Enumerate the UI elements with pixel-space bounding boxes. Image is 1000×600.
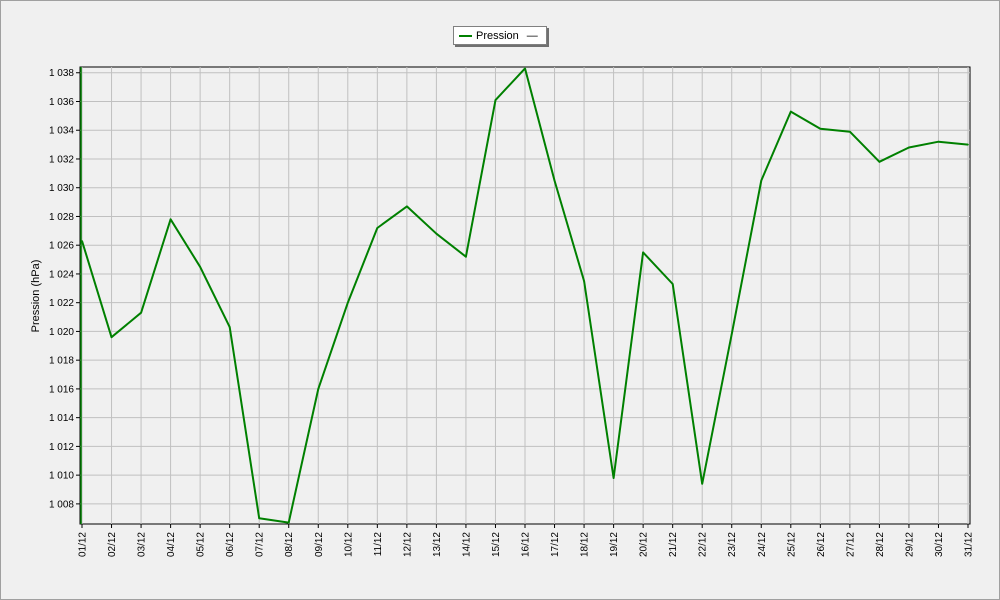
y-tick-label: 1 028 — [49, 212, 74, 223]
data-point — [967, 143, 969, 146]
data-point — [287, 521, 290, 524]
y-axis-ticks: 1 008 1 010 1 012 1 014 1 016 1 018 1 020 1 022… — [49, 68, 80, 510]
data-point — [494, 99, 497, 101]
y-tick-label: 1 032 — [49, 154, 74, 165]
data-point — [317, 388, 320, 390]
x-tick-label: 30/12 — [934, 532, 945, 557]
y-tick-label: 1 030 — [49, 183, 74, 194]
x-tick-label: 17/12 — [550, 532, 561, 557]
x-tick-label: 09/12 — [314, 532, 325, 557]
legend-swatch-pression — [459, 34, 472, 37]
x-tick-label: 03/12 — [137, 532, 148, 557]
data-point — [760, 179, 763, 182]
data-point — [465, 255, 467, 258]
x-tick-label: 08/12 — [284, 532, 295, 557]
y-tick-label: 1 012 — [49, 442, 74, 453]
y-tick-label: 1 026 — [49, 241, 74, 252]
x-tick-label: 01/12 — [78, 532, 89, 557]
legend-dash: — — [526, 29, 538, 42]
x-tick-label: 28/12 — [875, 532, 886, 557]
y-tick-label: 1 024 — [49, 269, 74, 280]
x-tick-label: 31/12 — [964, 532, 975, 557]
x-tick-label: 04/12 — [166, 532, 177, 557]
x-tick-label: 02/12 — [107, 532, 118, 557]
series-group — [80, 67, 969, 524]
x-tick-label: 06/12 — [225, 532, 236, 557]
x-tick-label: 27/12 — [845, 532, 856, 557]
y-axis-title: Pression (hPa) — [30, 260, 42, 333]
data-point — [937, 140, 940, 143]
data-point — [81, 240, 83, 242]
x-tick-label: 11/12 — [373, 532, 384, 557]
data-point — [642, 251, 644, 254]
data-point — [258, 517, 261, 520]
x-tick-label: 22/12 — [698, 532, 709, 557]
y-tick-label: 1 016 — [49, 384, 74, 395]
data-point — [169, 218, 172, 221]
data-point — [228, 326, 231, 328]
data-point — [819, 127, 822, 130]
data-point — [347, 301, 349, 304]
gridlines — [80, 67, 970, 524]
x-tick-label: 14/12 — [461, 532, 472, 557]
y-tick-label: 1 008 — [49, 499, 74, 510]
data-point — [701, 482, 703, 485]
x-tick-label: 18/12 — [580, 532, 591, 557]
x-tick-label: 10/12 — [343, 532, 354, 557]
x-tick-label: 15/12 — [491, 532, 502, 557]
legend: Pression — — [453, 26, 547, 45]
x-tick-label: 07/12 — [255, 532, 266, 557]
data-point — [671, 283, 674, 285]
data-point — [908, 146, 910, 149]
x-tick-label: 12/12 — [402, 532, 413, 557]
x-tick-label: 16/12 — [521, 532, 532, 557]
data-point — [849, 130, 851, 133]
y-tick-label: 1 034 — [49, 126, 74, 137]
y-tick-label: 1 018 — [49, 356, 74, 367]
data-point — [524, 67, 526, 70]
data-point — [790, 110, 792, 113]
x-tick-label: 05/12 — [196, 532, 207, 557]
x-tick-label: 23/12 — [727, 532, 738, 557]
x-tick-label: 26/12 — [816, 532, 827, 557]
x-tick-label: 13/12 — [432, 532, 443, 557]
data-point — [376, 227, 379, 229]
data-point — [435, 232, 438, 235]
x-tick-label: 24/12 — [757, 532, 768, 557]
data-point — [553, 179, 556, 182]
x-tick-label: 21/12 — [668, 532, 679, 557]
data-point — [878, 161, 881, 163]
y-tick-label: 1 022 — [49, 298, 74, 309]
x-tick-label: 29/12 — [904, 532, 915, 557]
data-point — [406, 205, 408, 208]
x-axis-ticks: 01/12 02/12 03/12 04/12 05/12 06/12 07/12 08/12… — [78, 524, 975, 557]
data-point — [730, 333, 733, 336]
x-tick-label: 19/12 — [609, 532, 620, 557]
data-point — [140, 311, 142, 314]
legend-label-pression: Pression — [476, 29, 519, 42]
x-tick-label: 25/12 — [786, 532, 797, 557]
y-tick-label: 1 014 — [49, 413, 74, 424]
y-tick-label: 1 010 — [49, 471, 74, 482]
x-tick-label: 20/12 — [639, 532, 650, 557]
y-tick-label: 1 036 — [49, 97, 74, 108]
data-point — [583, 280, 585, 282]
data-point — [110, 336, 113, 338]
y-tick-label: 1 038 — [49, 68, 74, 79]
data-point — [199, 265, 201, 268]
y-tick-label: 1 020 — [49, 327, 74, 338]
data-point — [612, 477, 615, 479]
